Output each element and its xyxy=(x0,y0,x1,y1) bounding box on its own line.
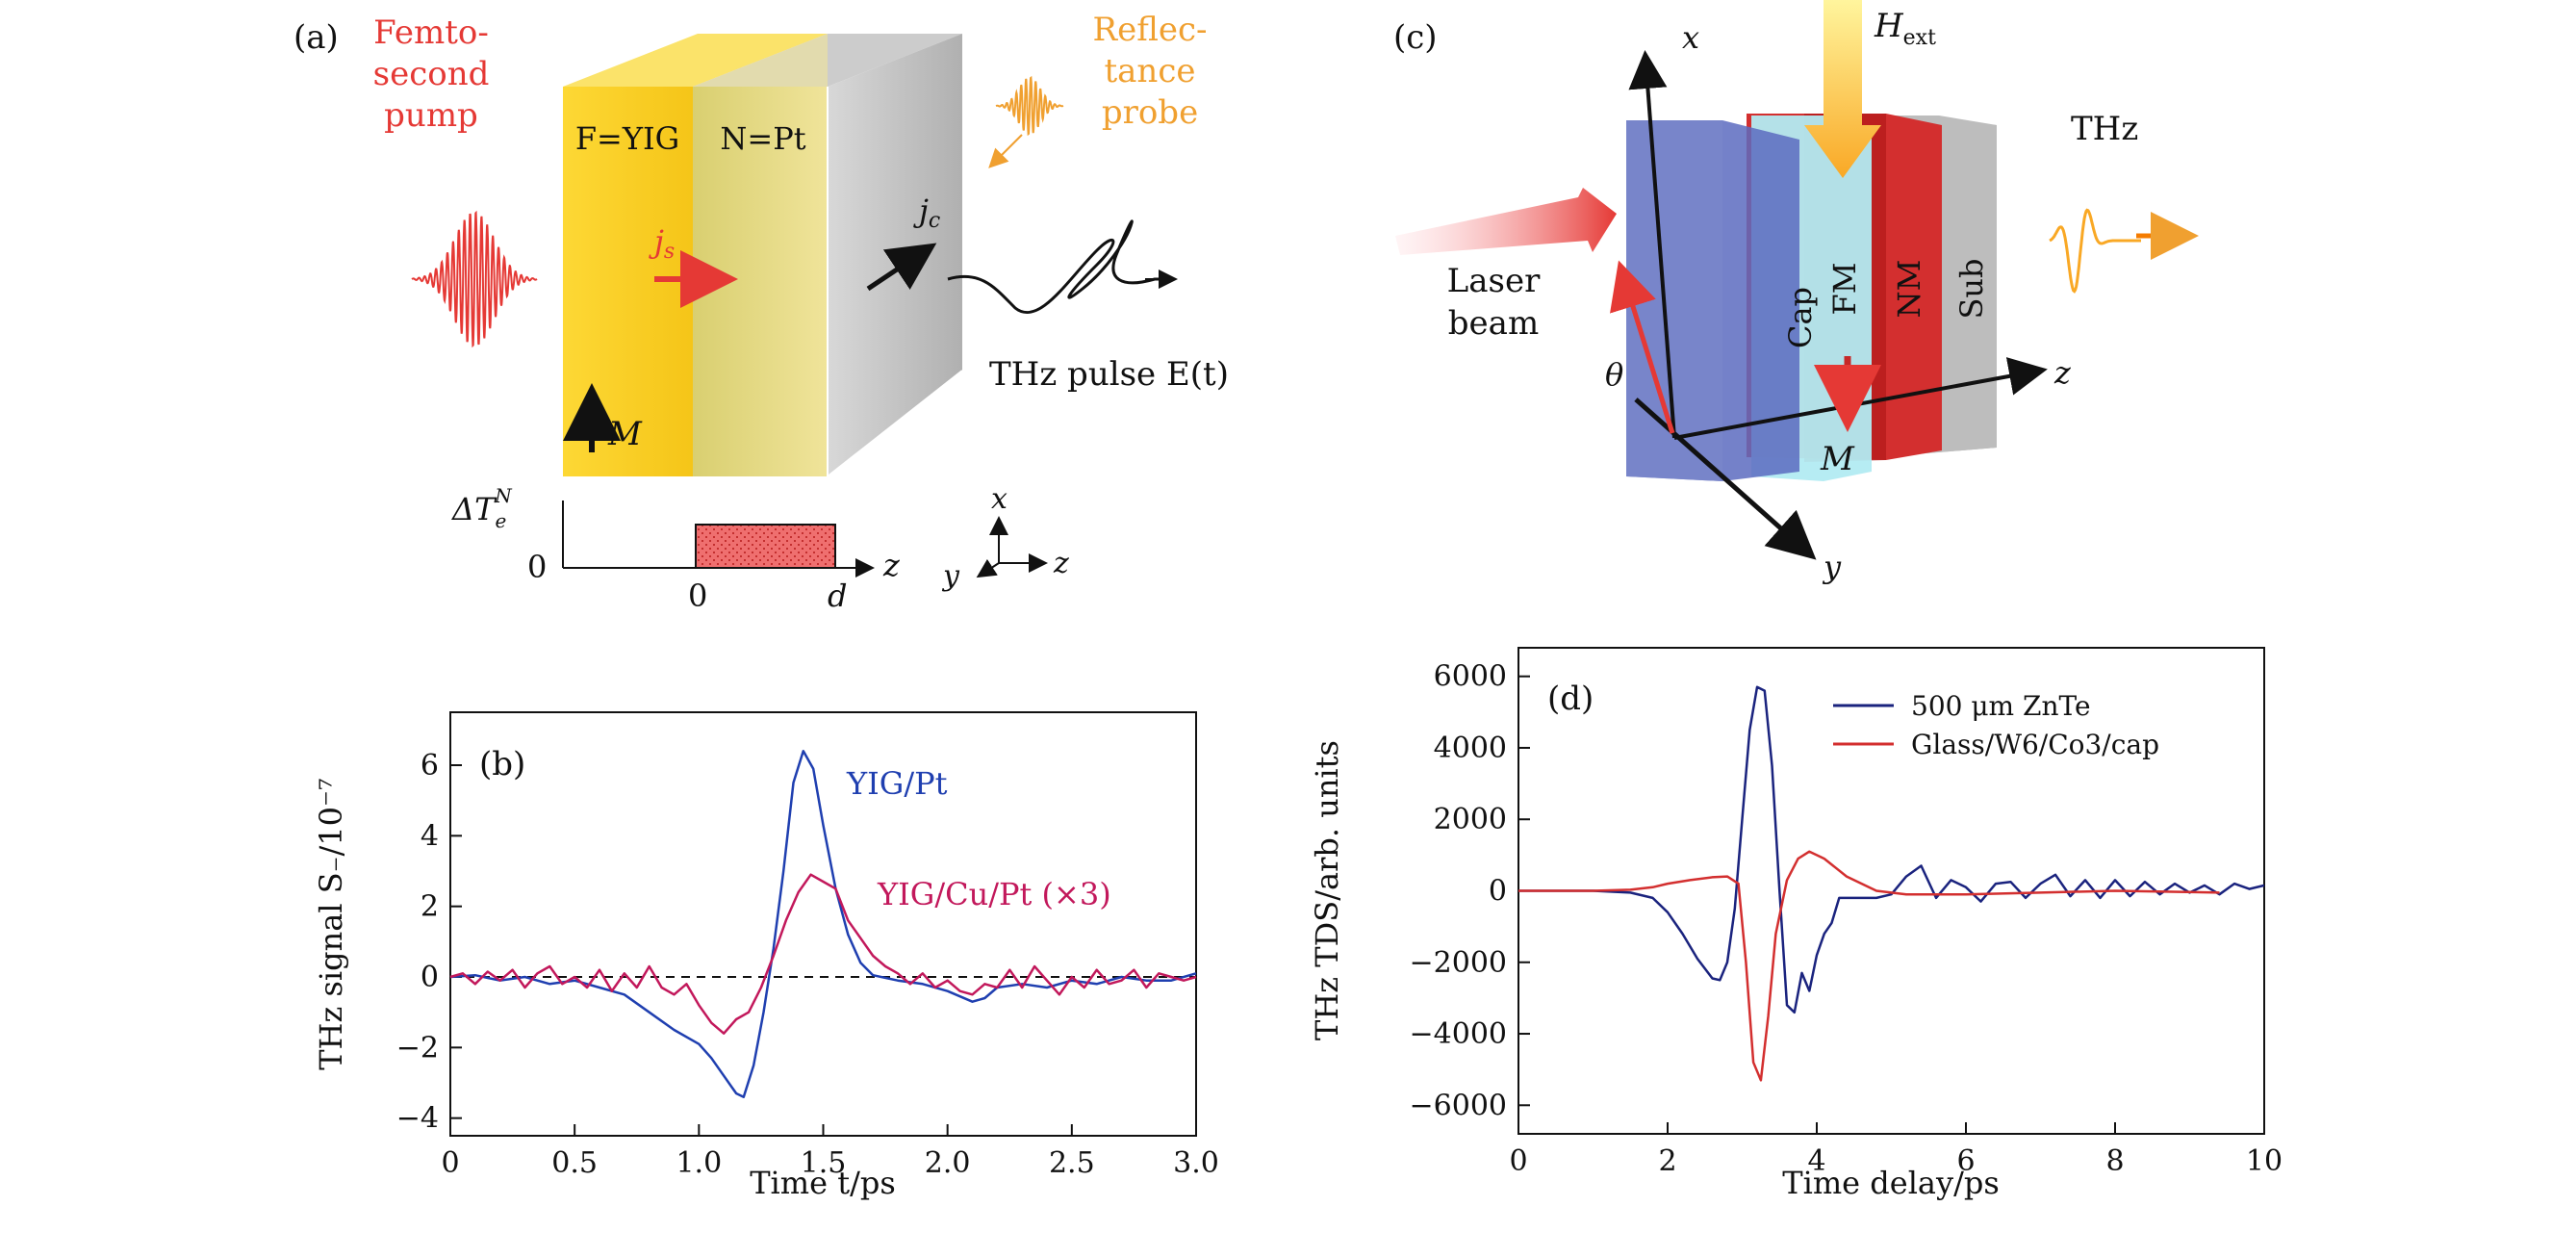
x-tick-label: 2 xyxy=(1658,1144,1676,1178)
pump-label-1: Femto- xyxy=(373,13,489,52)
layer-f-label: F=YIG xyxy=(575,120,679,157)
c-magnet-label: M xyxy=(1820,440,1855,478)
axes-z-label: z xyxy=(1053,547,1069,580)
pump-pulse-wave xyxy=(411,210,538,348)
x-tick-label: 2.0 xyxy=(925,1146,971,1180)
pt-top-sliver xyxy=(693,34,828,87)
thz-pulse-label: THz pulse E(t) xyxy=(989,355,1229,394)
panel-c-tag: (c) xyxy=(1393,18,1438,57)
chart-d: (d) 0 2 4 6 8 10−6000−4000−20000200040006000 … xyxy=(1309,647,2283,1201)
hext-arrow-fill xyxy=(1804,0,1881,178)
y-tick-label: 2000 xyxy=(1434,803,1507,836)
chart-b-label-yig-pt: YIG/Pt xyxy=(846,765,948,802)
chart-d-legend: 500 μm ZnTe Glass/W6/Co3/cap xyxy=(1833,690,2159,760)
thz-label: THz xyxy=(2071,110,2138,148)
y-tick-label: 0 xyxy=(1489,875,1507,909)
c-z-label: z xyxy=(2053,354,2072,391)
pump-label-3: pump xyxy=(384,96,478,135)
chart-d-xlabel: Time delay/ps xyxy=(1782,1165,2000,1201)
profile-d: d xyxy=(828,578,847,614)
jc-arrow xyxy=(866,243,937,292)
cap-label: Cap xyxy=(1782,287,1819,348)
y-tick-label: −2000 xyxy=(1410,946,1507,980)
yig-top-face xyxy=(563,34,828,87)
c-x-label: x xyxy=(1682,19,1699,56)
cap-front xyxy=(1626,120,1722,481)
x-tick-label: 4 xyxy=(1807,1144,1825,1178)
y-tick-label: −6000 xyxy=(1410,1089,1507,1122)
profile-zero-y: 0 xyxy=(527,549,547,585)
chart-d-series-glass xyxy=(1518,850,2220,1082)
hext-label: Hext xyxy=(1874,7,1936,50)
laser-label-2: beam xyxy=(1448,304,1539,343)
layer-n-label: N=Pt xyxy=(720,120,805,157)
chart-b-ticks: 0 0.5 1.0 1.5 2.0 2.5 3.0 −4 −2 0 2 4 6 xyxy=(396,749,1219,1180)
c-y-axis xyxy=(1634,398,1817,560)
profile-zero-x: 0 xyxy=(688,578,707,614)
chart-b: (b) 0 0.5 1.0 1.5 2.0 2.5 3.0 −4 −2 0 2 4 6 YIG/Pt Y… xyxy=(313,711,1219,1201)
chart-b-xlabel: Time t/ps xyxy=(750,1165,896,1201)
y-tick-label: 2 xyxy=(421,890,439,924)
x-tick-label: 10 xyxy=(2246,1144,2283,1178)
y-tick-label: 6 xyxy=(421,749,439,783)
y-tick-label: 4000 xyxy=(1434,732,1507,765)
legend-label-glass: Glass/W6/Co3/cap xyxy=(1911,729,2159,760)
chart-b-frame xyxy=(449,711,1197,1137)
c-x-axis xyxy=(1628,50,1676,439)
c-y-label: y xyxy=(1822,549,1842,585)
axes-x-label: x xyxy=(991,482,1007,516)
chart-b-tag: (b) xyxy=(479,745,525,783)
reflected-beam xyxy=(1610,260,1675,434)
laser-beam xyxy=(1395,188,1617,255)
x-tick-label: 0 xyxy=(1509,1144,1527,1178)
theta-label: θ xyxy=(1605,356,1623,393)
axes-y-label: y xyxy=(941,559,960,593)
chart-b-series-yig-cu-pt xyxy=(449,873,1197,1035)
panel-a-tag: (a) xyxy=(293,18,339,57)
probe-label-2: tance xyxy=(1105,52,1196,90)
x-tick-label: 1.5 xyxy=(801,1146,847,1180)
fm-label: FM xyxy=(1826,263,1863,316)
x-tick-label: 0.5 xyxy=(551,1146,598,1180)
axes-y-arrow xyxy=(976,558,1000,578)
laser-label-1: Laser xyxy=(1447,262,1541,300)
probe-pulse-wave xyxy=(995,75,1064,137)
legend-label-znte: 500 μm ZnTe xyxy=(1911,690,2091,722)
magnet-label: M xyxy=(607,415,643,453)
nm-label: NM xyxy=(1891,260,1927,319)
pump-label-2: second xyxy=(373,55,490,93)
x-tick-label: 3.0 xyxy=(1173,1146,1219,1180)
sub-label: Sub xyxy=(1953,258,1990,319)
x-tick-label: 0 xyxy=(441,1146,459,1180)
thz-output-wave xyxy=(2049,208,2141,294)
y-tick-label: −4000 xyxy=(1410,1017,1507,1051)
chart-d-ticks: 0 2 4 6 8 10 −6000 −4000 −2000 0 2000 4000 6000 xyxy=(1410,660,2283,1178)
x-tick-label: 2.5 xyxy=(1049,1146,1095,1180)
x-tick-label: 8 xyxy=(2105,1144,2124,1178)
probe-arrow xyxy=(988,134,1023,168)
chart-b-label-yig-cu-pt: YIG/Cu/Pt (×3) xyxy=(877,876,1111,912)
profile-z: z xyxy=(882,547,901,583)
thz-pulse-wave xyxy=(947,219,1169,315)
chart-d-tag: (d) xyxy=(1547,680,1594,718)
profile-box xyxy=(695,524,836,569)
y-tick-label: 4 xyxy=(421,819,439,853)
delta-t-label: ΔTeN xyxy=(450,484,513,532)
probe-label-3: probe xyxy=(1102,93,1198,132)
y-tick-label: 0 xyxy=(421,961,439,994)
cube-edge-bottom xyxy=(827,370,963,477)
probe-label-1: Reflec- xyxy=(1092,11,1207,49)
y-tick-label: 6000 xyxy=(1434,660,1507,694)
y-tick-label: −2 xyxy=(396,1031,439,1065)
gray-side-face xyxy=(828,34,962,476)
x-tick-label: 6 xyxy=(1956,1144,1975,1178)
panel-c: (c) Cap FM NM Sub x z y Hext Laser beam … xyxy=(1393,0,2199,585)
y-tick-label: −4 xyxy=(396,1102,439,1136)
chart-b-ylabel: THz signal S₋/10⁻⁷ xyxy=(313,778,349,1070)
x-tick-label: 1.0 xyxy=(676,1146,722,1180)
chart-b-series-yig-pt xyxy=(449,750,1197,1098)
panel-a: (a) Femto- second pump Reflec- tance pro… xyxy=(293,11,1229,614)
chart-d-ylabel: THz TDS/arb. units xyxy=(1309,740,1345,1040)
